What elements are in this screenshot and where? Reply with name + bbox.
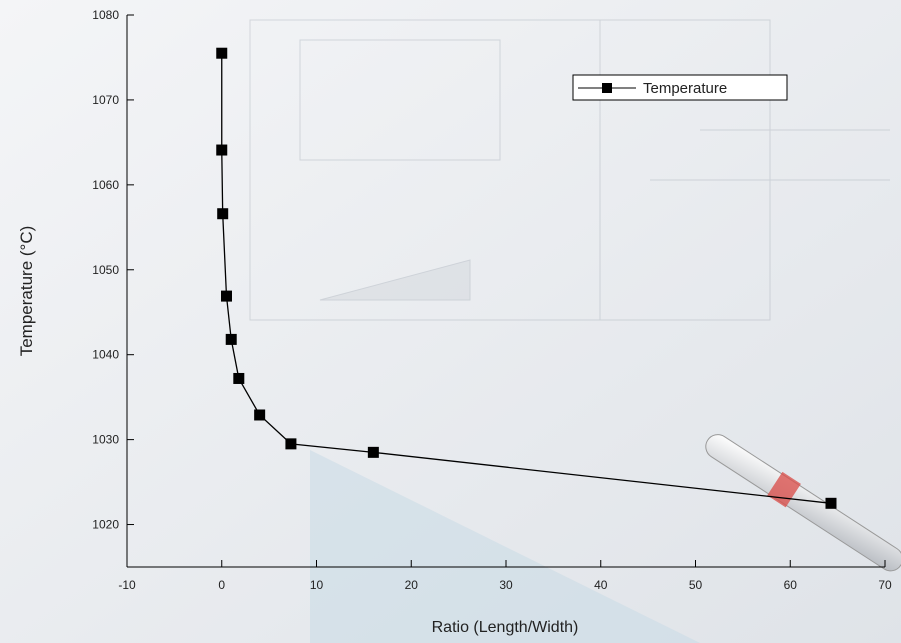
x-tick-label: 10	[310, 578, 324, 592]
data-point	[226, 334, 237, 345]
x-tick-label: 50	[689, 578, 703, 592]
x-tick-label: 70	[878, 578, 892, 592]
data-point	[217, 208, 228, 219]
data-point	[825, 498, 836, 509]
data-point	[216, 48, 227, 59]
data-point	[368, 447, 379, 458]
data-point	[233, 373, 244, 384]
y-tick-label: 1040	[92, 348, 119, 362]
x-tick-label: -10	[118, 578, 136, 592]
data-point	[221, 291, 232, 302]
x-tick-label: 30	[499, 578, 513, 592]
x-tick-label: 60	[784, 578, 798, 592]
y-tick-label: 1030	[92, 433, 119, 447]
legend-label: Temperature	[643, 80, 727, 97]
y-tick-label: 1080	[92, 8, 119, 22]
y-axis-label: Temperature (°C)	[17, 226, 36, 357]
y-tick-label: 1050	[92, 263, 119, 277]
data-point	[254, 409, 265, 420]
y-tick-label: 1060	[92, 178, 119, 192]
x-axis-label: Ratio (Length/Width)	[432, 619, 579, 636]
x-tick-label: 40	[594, 578, 608, 592]
data-point	[216, 145, 227, 156]
chart: Ratio (Length/Width) Temperature (°C) Te…	[0, 0, 901, 643]
x-tick-label: 0	[218, 578, 225, 592]
x-tick-label: 20	[405, 578, 419, 592]
data-point	[285, 438, 296, 449]
y-tick-label: 1020	[92, 518, 119, 532]
y-tick-label: 1070	[92, 93, 119, 107]
legend: Temperature	[573, 75, 787, 100]
legend-marker	[602, 83, 612, 93]
